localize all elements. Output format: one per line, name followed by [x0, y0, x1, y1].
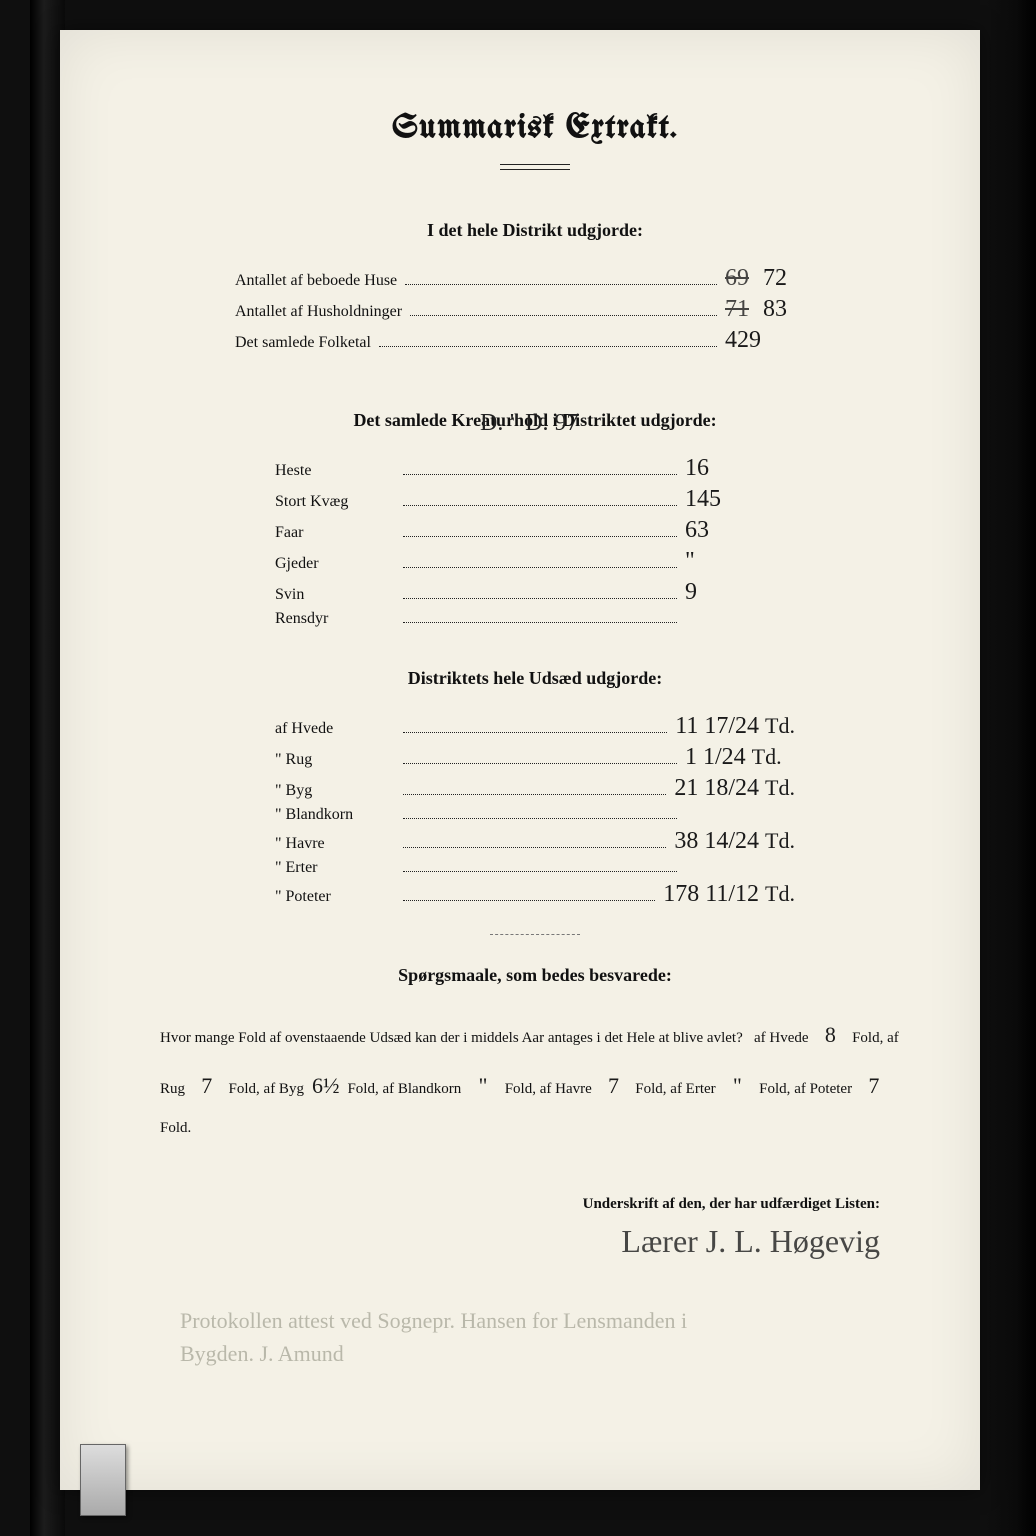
- section1-block: Antallet af beboede Huse 69 72 Antallet …: [235, 265, 835, 354]
- leader-dots: [379, 336, 717, 347]
- scan-frame: Summarisk Extrakt. I det hele Distrikt u…: [0, 0, 1036, 1536]
- section3-heading: Distriktets hele Udsæd udgjorde:: [150, 668, 920, 689]
- q-havre-value: 7: [596, 1061, 632, 1112]
- page-title: Summarisk Extrakt.: [150, 110, 920, 146]
- label: " Poteter: [275, 888, 395, 906]
- q-byg-value: 6½: [308, 1061, 344, 1112]
- label: " Erter: [275, 859, 395, 877]
- archival-clip: [80, 1444, 126, 1516]
- leader-dots: [410, 305, 717, 316]
- label: Faar: [275, 524, 395, 542]
- section2-block: Heste 16 Stort Kvæg 145 Faar 63 Gjeder "…: [275, 455, 795, 628]
- mini-rule: [490, 934, 580, 935]
- signature-caption: Underskrift af den, der har udfærdiget L…: [150, 1196, 880, 1213]
- row-heste: Heste 16: [275, 455, 795, 482]
- title-rule: [500, 164, 570, 170]
- value: 429: [725, 327, 835, 354]
- q-rug-value: 7: [189, 1061, 225, 1112]
- q-poteter-label: af Poteter: [794, 1081, 852, 1097]
- label: Det samlede Folketal: [235, 334, 371, 352]
- value: 38 14/24 Td.: [674, 828, 795, 855]
- row-folketal: Det samlede Folketal 429: [235, 327, 835, 354]
- q-blandkorn-suffix: Fold,: [505, 1081, 536, 1097]
- label: Antallet af Husholdninger: [235, 303, 402, 321]
- q-poteter-suffix: Fold.: [160, 1120, 191, 1136]
- label: af Hvede: [275, 720, 395, 738]
- row-havre: " Havre 38 14/24 Td.: [275, 828, 795, 855]
- row-rug: " Rug 1 1/24 Td.: [275, 744, 795, 771]
- value: 21 18/24 Td.: [674, 775, 795, 802]
- questions-intro: Hvor mange Fold af ovenstaaende Udsæd ka…: [160, 1030, 743, 1046]
- label: Svin: [275, 586, 395, 604]
- value: 63: [685, 517, 795, 544]
- row-hvede: af Hvede 11 17/24 Td.: [275, 713, 795, 740]
- q-rug-suffix: Fold,: [229, 1081, 260, 1097]
- row-erter: " Erter: [275, 859, 795, 877]
- row-blandkorn: " Blandkorn: [275, 806, 795, 824]
- row-faar: Faar 63: [275, 517, 795, 544]
- row-gjeder: Gjeder ": [275, 548, 795, 575]
- label: Antallet af beboede Huse: [235, 272, 397, 290]
- signature-name: Lærer J. L. Høgevig: [150, 1223, 880, 1260]
- section3-block: af Hvede 11 17/24 Td. " Rug 1 1/24 Td. "…: [275, 713, 795, 908]
- q-hvede-value: 8: [812, 1010, 848, 1061]
- q-havre-suffix: Fold,: [635, 1081, 666, 1097]
- q-byg-suffix: Fold,: [347, 1081, 378, 1097]
- row-huse: Antallet af beboede Huse 69 72: [235, 265, 835, 292]
- label: " Byg: [275, 782, 395, 800]
- value: 11 17/24 Td.: [675, 713, 795, 740]
- value: 1 1/24 Td.: [685, 744, 795, 771]
- q-hvede-label: af Hvede: [754, 1030, 809, 1046]
- label: Gjeder: [275, 555, 395, 573]
- value: 145: [685, 486, 795, 513]
- q-erter-suffix: Fold,: [759, 1081, 790, 1097]
- questions-heading: Spørgsmaale, som bedes besvarede:: [150, 965, 920, 986]
- faint-pencil-note: Protokollen attest ved Sognepr. Hansen f…: [180, 1304, 700, 1370]
- label: Stort Kvæg: [275, 493, 395, 511]
- value: 69 72: [725, 265, 835, 292]
- label: " Havre: [275, 835, 395, 853]
- section1-extra-handwriting: D. " D. 97: [480, 410, 578, 437]
- value: 178 11/12 Td.: [663, 881, 795, 908]
- section1-heading: I det hele Distrikt udgjorde:: [150, 220, 920, 241]
- row-kvaeg: Stort Kvæg 145: [275, 486, 795, 513]
- leader-dots: [405, 274, 717, 285]
- row-byg: " Byg 21 18/24 Td.: [275, 775, 795, 802]
- row-husholdninger: Antallet af Husholdninger 71 83: [235, 296, 835, 323]
- q-blandkorn-label: af Blandkorn: [382, 1081, 461, 1097]
- q-erter-value: ": [719, 1061, 755, 1112]
- signature-block: Underskrift af den, der har udfærdiget L…: [150, 1196, 920, 1260]
- value: 71 83: [725, 296, 835, 323]
- label: " Rug: [275, 751, 395, 769]
- q-blandkorn-value: ": [465, 1061, 501, 1112]
- questions-paragraph: Hvor mange Fold af ovenstaaende Udsæd ka…: [150, 1010, 920, 1146]
- document-page: Summarisk Extrakt. I det hele Distrikt u…: [60, 30, 980, 1490]
- row-poteter: " Poteter 178 11/12 Td.: [275, 881, 795, 908]
- row-rensdyr: Rensdyr: [275, 610, 795, 628]
- q-erter-label: af Erter: [670, 1081, 715, 1097]
- label: Rensdyr: [275, 610, 395, 628]
- value: 16: [685, 455, 795, 482]
- q-hvede-suffix: Fold,: [852, 1030, 883, 1046]
- label: " Blandkorn: [275, 806, 395, 824]
- q-havre-label: af Havre: [540, 1081, 592, 1097]
- value: ": [685, 548, 795, 575]
- q-poteter-value: 7: [856, 1061, 892, 1112]
- row-svin: Svin 9: [275, 579, 795, 606]
- right-edge-shadow: [986, 0, 1036, 1536]
- value: 9: [685, 579, 795, 606]
- label: Heste: [275, 462, 395, 480]
- q-byg-label: af Byg: [264, 1081, 304, 1097]
